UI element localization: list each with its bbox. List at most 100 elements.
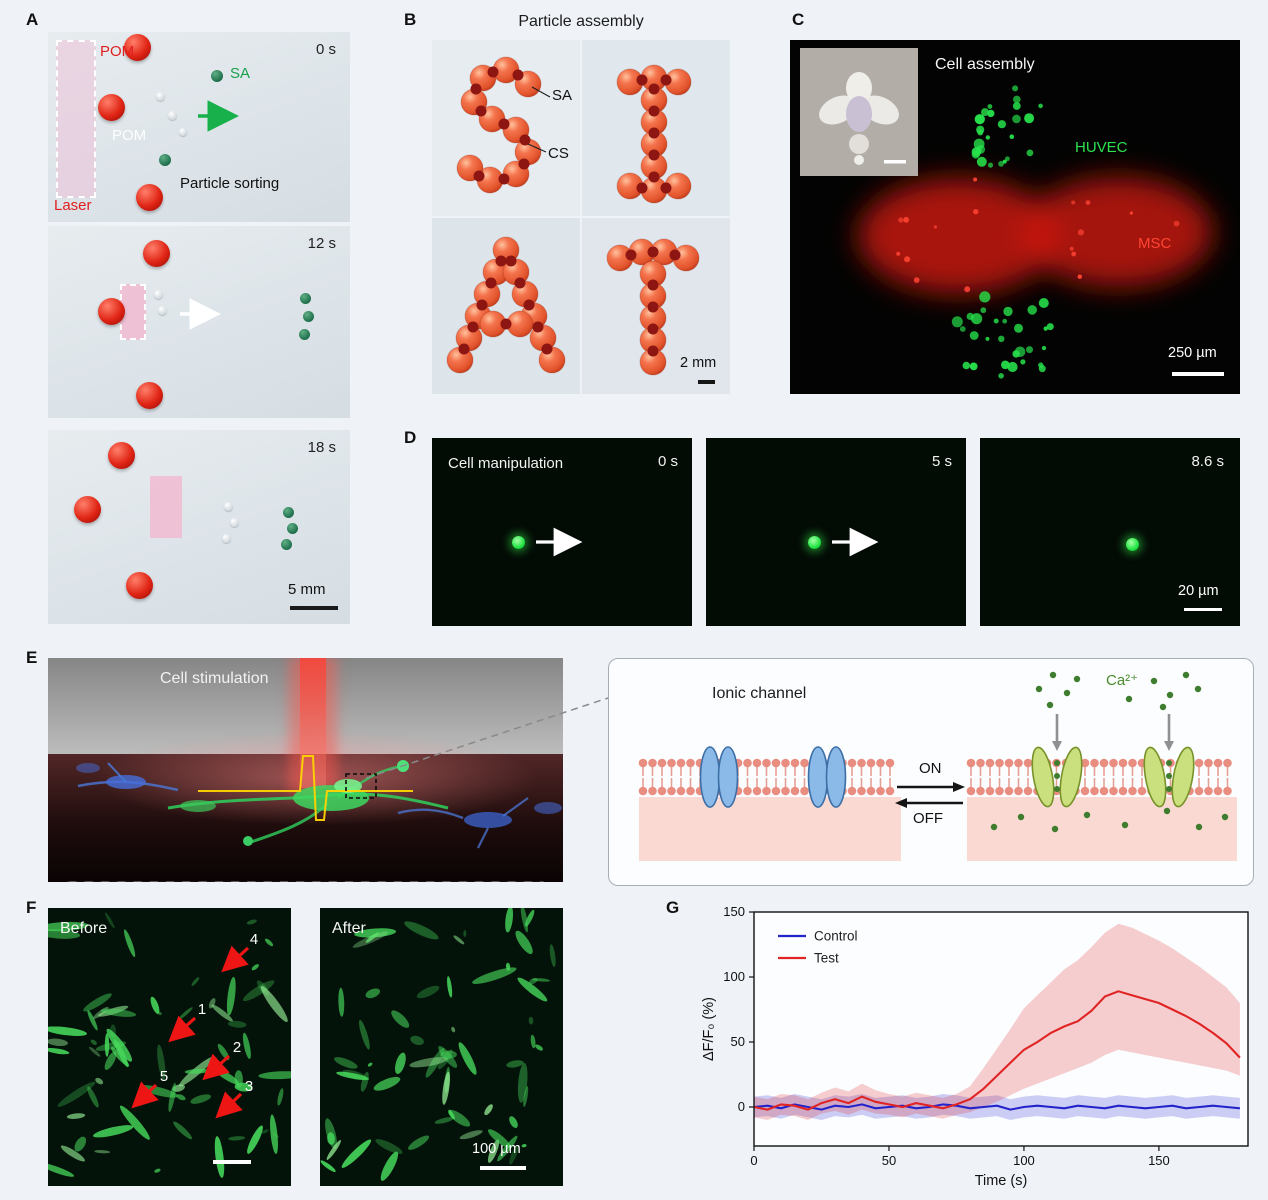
closed-channel	[699, 746, 847, 808]
panel-d-label: D	[404, 428, 417, 447]
ionic-channel-title: Ionic channel	[712, 685, 807, 702]
sa-particle	[287, 523, 298, 534]
particle-letter-T	[606, 238, 700, 376]
svg-text:100: 100	[1013, 1153, 1035, 1168]
fluorescent-cell	[512, 536, 525, 549]
marker-arrows	[131, 945, 250, 1119]
svg-text:100: 100	[723, 969, 745, 984]
panel-f-label: F	[26, 898, 37, 917]
after-label: After	[332, 920, 366, 937]
fluorescent-cell	[1126, 538, 1139, 551]
stimulus-waveform	[198, 755, 413, 821]
panel-b-cell-t: 2 mm	[582, 218, 730, 394]
msc-label: MSC	[1138, 235, 1172, 252]
pmma-particle	[154, 290, 163, 299]
white-arrow	[536, 527, 583, 557]
svg-text:150: 150	[1148, 1153, 1170, 1168]
panel-d-frame-2: 5 s	[706, 438, 966, 626]
scale-bar	[480, 1166, 526, 1170]
svg-text:Time (s): Time (s)	[975, 1173, 1028, 1189]
scale-text: 20 µm	[1178, 583, 1219, 599]
panel-f-before-image: 4 1 2 5 3 Before	[48, 908, 291, 1186]
pom-particle	[136, 382, 163, 409]
pom-particle	[143, 240, 170, 267]
scale-text: 2 mm	[680, 355, 717, 371]
scale-text: 100 µm	[472, 1141, 521, 1157]
timestamp: 0 s	[657, 453, 678, 470]
on-label: ON	[919, 760, 942, 777]
huvec-green-dots-top	[971, 85, 1043, 168]
pom-particle	[108, 442, 135, 469]
panel-g-label: G	[666, 898, 680, 917]
marker-2: 2	[233, 1039, 241, 1056]
panel-b-cell-s: SA CS	[432, 40, 580, 216]
msc-red-dots	[896, 177, 979, 293]
svg-text:ΔF/F₀ (%): ΔF/F₀ (%)	[701, 997, 717, 1061]
panel-d-title: Cell manipulation	[448, 455, 564, 472]
particle-letter-I	[616, 64, 692, 204]
pmma-particle	[224, 502, 233, 511]
panel-b-cell-i	[582, 40, 730, 216]
panel-b-label: B	[404, 10, 417, 29]
pom-label-white: POM	[112, 127, 147, 144]
marker-1: 1	[198, 1001, 206, 1018]
svg-text:50: 50	[731, 1034, 745, 1049]
scale-text: 250 µm	[1168, 345, 1217, 361]
panel-a-frame-3: 18 s 5 mm	[48, 430, 350, 624]
svg-text:0: 0	[750, 1153, 757, 1168]
marker-numbers: 4 1 2 5 3	[160, 931, 258, 1095]
svg-text:Test: Test	[814, 951, 839, 966]
pom-particle	[74, 496, 101, 523]
pom-particle	[136, 184, 163, 211]
sa-particle	[159, 154, 171, 166]
cell-stimulation-render: Cell stimulation	[48, 658, 563, 882]
lipid-bilayer-left	[638, 758, 895, 796]
zoom-connector-line	[365, 697, 609, 779]
pmma-particle	[158, 306, 167, 315]
panel-c-label: C	[792, 10, 805, 29]
cells-overlay	[76, 755, 562, 849]
huvec-label: HUVEC	[1075, 139, 1128, 156]
timestamp: 5 s	[931, 453, 952, 470]
svg-text:Control: Control	[814, 929, 858, 944]
panel-a-label: A	[26, 10, 39, 29]
inset-photo	[800, 48, 918, 176]
pom-label-red: POM	[100, 43, 135, 60]
particle-letter-A	[446, 236, 566, 374]
huvec-green-dots-bottom	[951, 291, 1054, 379]
svg-text:50: 50	[882, 1153, 896, 1168]
pmma-particle	[168, 111, 177, 120]
cell-assembly-graphic	[858, 85, 1213, 379]
svg-text:0: 0	[738, 1099, 745, 1114]
sa-particle	[281, 539, 292, 550]
laser-region	[56, 40, 96, 198]
pom-particle	[98, 94, 125, 121]
calcium-label: Ca²⁺	[1106, 672, 1139, 689]
before-label: Before	[60, 920, 108, 937]
hydrogel-flower	[819, 72, 906, 165]
pmma-particle	[230, 518, 239, 527]
laser-region	[150, 476, 182, 538]
sa-particle	[300, 293, 311, 304]
timestamp: 0 s	[315, 41, 336, 58]
off-label: OFF	[913, 810, 943, 827]
reversible-arrows	[895, 782, 965, 808]
sa-label: SA	[230, 65, 251, 82]
marker-5: 5	[160, 1068, 168, 1085]
ionic-channel-box: Ionic channel ON OFF Ca²⁺	[608, 658, 1254, 886]
calcium-ions	[990, 671, 1229, 833]
sa-particle	[299, 329, 310, 340]
svg-text:150: 150	[723, 904, 745, 919]
pom-particle	[98, 298, 125, 325]
fluorescent-cells: 4 1 2 5 3	[48, 912, 291, 1178]
calcium-response-chart: 0 50 100 150 0 50 100 150 Time (s) ΔF/F₀ (%) Contr…	[701, 904, 1249, 1189]
panel-a-frame-2: 12 s	[48, 226, 350, 418]
panel-f-after-image: After 100 µm	[320, 908, 563, 1186]
scale-bar	[290, 606, 338, 610]
timestamp: 12 s	[307, 235, 336, 252]
timestamp: 8.6 s	[1191, 453, 1224, 470]
panel-d-frame-3: 8.6 s 20 µm	[980, 438, 1240, 626]
timestamp: 18 s	[307, 439, 336, 456]
panel-e-title: Cell stimulation	[160, 670, 269, 687]
green-arrow	[198, 100, 239, 132]
